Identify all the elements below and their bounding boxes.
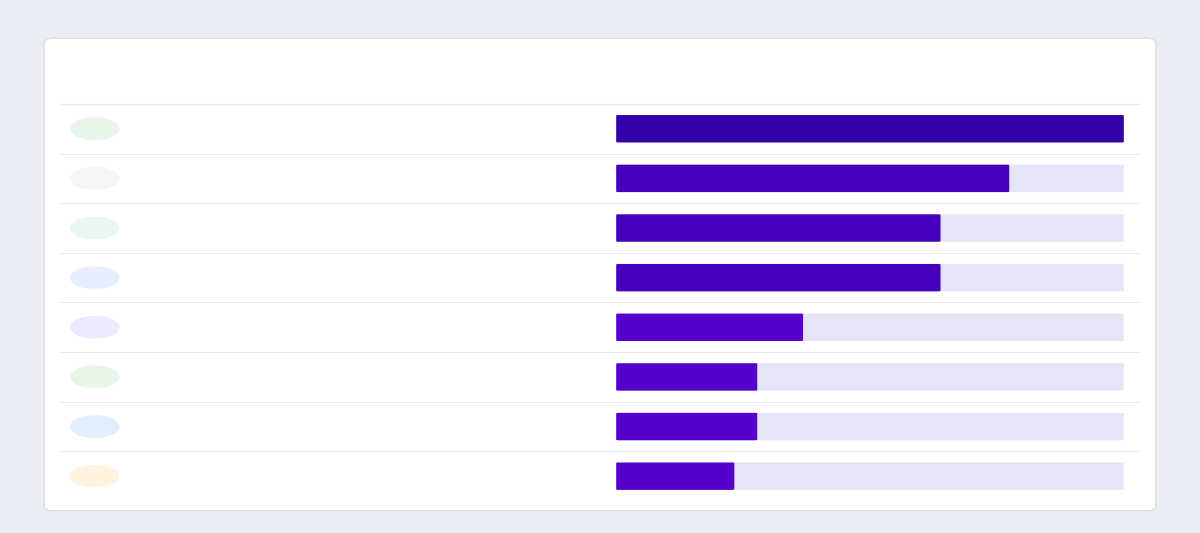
Text: W: W — [90, 124, 100, 134]
Text: 100,000: 100,000 — [462, 469, 520, 483]
Text: 105,000: 105,000 — [462, 419, 520, 433]
Text: HubSpot Chat: HubSpot Chat — [128, 469, 226, 483]
Text: 271,000: 271,000 — [462, 221, 520, 235]
Text: 6%: 6% — [626, 422, 644, 432]
Text: 14%: 14% — [626, 273, 652, 282]
Text: 414,000: 414,000 — [462, 122, 520, 136]
Text: 22%: 22% — [626, 124, 652, 134]
Text: Tawk.to: Tawk.to — [128, 221, 181, 235]
Text: Intercom: Intercom — [128, 320, 191, 334]
Text: 311,000: 311,000 — [462, 172, 520, 185]
Text: 8%: 8% — [626, 322, 644, 332]
Text: Zendesk: Zendesk — [128, 172, 187, 185]
Text: 253,000: 253,000 — [462, 271, 518, 285]
Text: H: H — [91, 471, 98, 481]
Text: 5%: 5% — [626, 471, 644, 481]
Text: 14%: 14% — [626, 223, 652, 233]
Text: Z: Z — [91, 173, 98, 183]
Text: 6%: 6% — [626, 372, 644, 382]
Text: JivoChat: JivoChat — [128, 370, 186, 384]
Text: i: i — [94, 322, 96, 332]
Text: T: T — [91, 223, 98, 233]
Text: 157,000: 157,000 — [462, 320, 520, 334]
Text: 120,000: 120,000 — [462, 370, 520, 384]
Text: T: T — [91, 422, 98, 432]
Text: 17%: 17% — [626, 173, 652, 183]
Text: Websites tracked: Websites tracked — [462, 74, 577, 86]
Text: Market share  ↓: Market share ↓ — [618, 74, 725, 86]
Text: Tidio: Tidio — [128, 419, 162, 433]
Text: J: J — [94, 372, 96, 382]
Text: Technology  ↓: Technology ↓ — [124, 74, 218, 86]
Text: f: f — [92, 273, 97, 282]
Text: Facebook Chat Plugin: Facebook Chat Plugin — [128, 271, 277, 285]
Text: WhatsApp Business Chat: WhatsApp Business Chat — [128, 122, 301, 136]
